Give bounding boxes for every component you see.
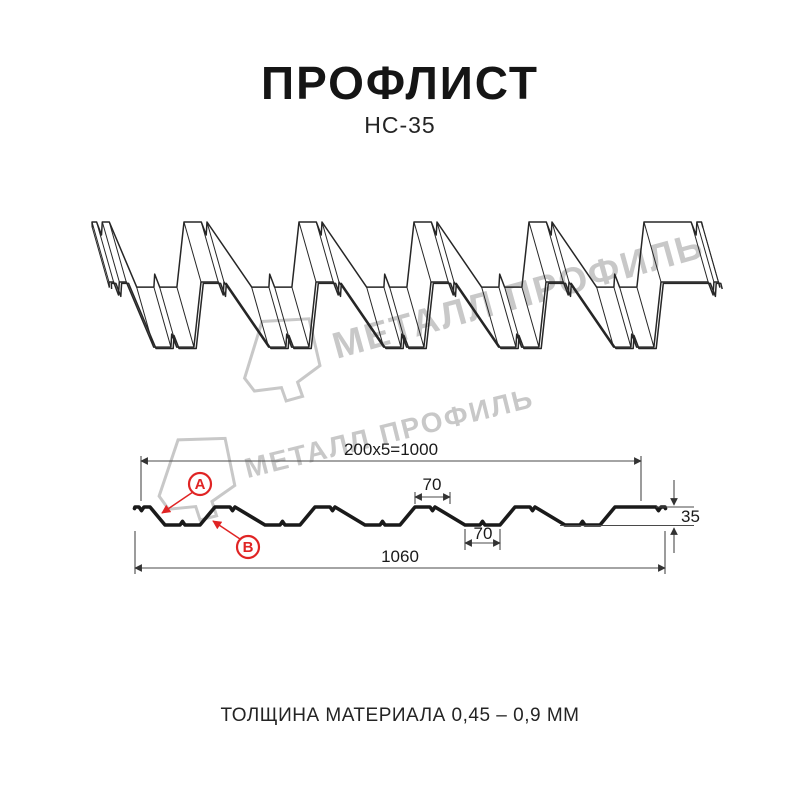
dim-total-width: 1060 — [381, 547, 419, 566]
thickness-note: ТОЛЩИНА МАТЕРИАЛА 0,45 – 0,9 ММ — [220, 705, 580, 726]
dim-cover-width: 200x5=1000 — [344, 440, 438, 459]
page-title: ПРОФЛИСТ — [261, 57, 539, 109]
callouts: А В — [161, 471, 261, 560]
profile-section-drawing — [132, 505, 668, 527]
profile-model: НС-35 — [364, 112, 436, 138]
callout-a-label: А — [195, 476, 206, 493]
callout-b-arrow — [212, 520, 241, 540]
metallprofil-logo-icon — [242, 317, 322, 403]
callout-a-circle — [187, 471, 213, 497]
callout-a-arrow — [161, 491, 194, 514]
dimensions: 200x5=1000 70 70 35 1060 — [134, 440, 700, 574]
callout-b-label: В — [243, 539, 254, 556]
dim-crest-flat: 70 — [423, 475, 442, 494]
callout-b-circle — [235, 534, 261, 560]
dim-height: 35 — [681, 507, 700, 526]
profile-3d-drawing — [91, 221, 723, 350]
dim-valley-flat: 70 — [474, 524, 493, 543]
